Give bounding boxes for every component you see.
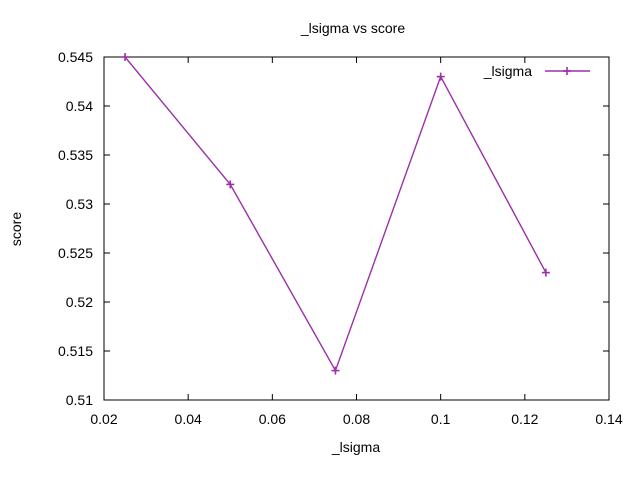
y-axis-label: score [8, 212, 24, 246]
legend: _lsigma [483, 63, 590, 79]
x-tick-label: 0.12 [511, 411, 538, 427]
chart-title: _lsigma vs score [300, 20, 405, 36]
data-point [541, 268, 550, 277]
y-tick-label: 0.545 [58, 49, 93, 65]
plot-frame [103, 56, 610, 401]
legend-plus-marker [563, 67, 571, 75]
data-point [436, 72, 445, 81]
y-tick-label: 0.53 [66, 196, 93, 212]
series-line [124, 56, 547, 373]
y-axis: 0.51 0.515 0.52 0.525 0.53 0.535 0.54 0.545 [58, 49, 609, 408]
legend-marker [563, 67, 571, 75]
x-tick-label: 0.02 [90, 411, 117, 427]
x-tick-label: 0.06 [259, 411, 286, 427]
x-tick-label: 0.1 [431, 411, 451, 427]
y-tick-label: 0.515 [58, 343, 93, 359]
x-tick-label: 0.08 [343, 411, 370, 427]
data-point [121, 53, 130, 61]
x-axis-label: _lsigma [331, 439, 380, 455]
y-tick-label: 0.525 [58, 245, 93, 261]
x-tick-label: 0.04 [175, 411, 202, 427]
y-tick-label: 0.54 [66, 98, 93, 114]
y-tick-label: 0.535 [58, 147, 93, 163]
legend-label: _lsigma [483, 63, 532, 79]
y-tick-label: 0.51 [66, 392, 93, 408]
data-point [331, 366, 340, 375]
x-tick-label: 0.14 [595, 411, 622, 427]
series-layer [121, 53, 550, 375]
data-point [226, 180, 235, 189]
y-tick-label: 0.52 [66, 294, 93, 310]
x-axis: 0.02 0.04 0.06 0.08 0.1 0.12 0.14 [90, 57, 623, 427]
